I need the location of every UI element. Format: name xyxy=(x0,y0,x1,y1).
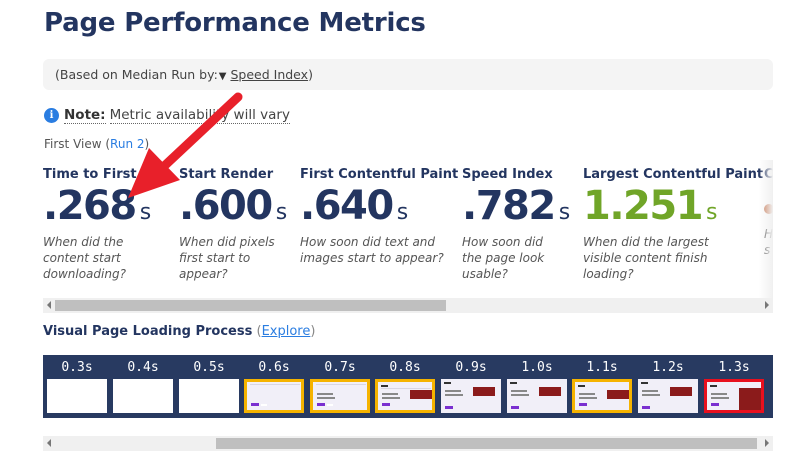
frame-time: 0.6s xyxy=(258,360,290,375)
open-paren: ( xyxy=(256,324,262,339)
metric-description: When did the largest visible content fin… xyxy=(583,235,709,281)
info-icon: i xyxy=(44,108,59,123)
close-paren: ) xyxy=(310,324,316,339)
metrics-carousel: Time to First B .268 s When did the cont… xyxy=(43,160,773,315)
metric-value: .600 xyxy=(179,183,273,229)
metric-unit: s xyxy=(558,200,571,225)
scrollbar-thumb[interactable] xyxy=(55,300,446,311)
frame-thumbnail[interactable] xyxy=(507,379,567,413)
first-view-text: First View ( xyxy=(44,137,111,151)
frame-time: 0.3s xyxy=(61,360,93,375)
metric-name: Time to First B xyxy=(43,167,152,182)
filmstrip: 0.3s 0.4s 0.5s 0.6s 0.7s 0.8s 0.9s 1.0s xyxy=(43,355,773,418)
metric-description: How soon did the page look usable? xyxy=(462,235,545,281)
frame-thumbnail[interactable] xyxy=(113,379,173,413)
metric-description: H s xyxy=(764,227,773,257)
metric-unit: s xyxy=(396,200,409,225)
metric-first-contentful-paint: First Contentful Paint .640 s How soon d… xyxy=(300,167,458,266)
filmstrip-frame[interactable]: 1.2s xyxy=(638,355,698,413)
filmstrip-frame[interactable]: 0.3s xyxy=(47,355,107,413)
scroll-right-arrow-icon[interactable] xyxy=(765,439,769,447)
metric-name: Speed Index xyxy=(462,167,553,182)
metric-value: .640 xyxy=(300,183,394,229)
filmstrip-frame[interactable]: 0.7s xyxy=(310,355,370,413)
filmstrip-frame[interactable]: 0.9s xyxy=(441,355,501,413)
frame-thumbnail[interactable] xyxy=(310,379,370,413)
metric-unit: s xyxy=(139,200,152,225)
frame-thumbnail[interactable] xyxy=(179,379,239,413)
scrollbar-thumb[interactable] xyxy=(216,438,757,449)
metric-name: Start Render xyxy=(179,167,274,182)
median-metric-dropdown[interactable]: Speed Index xyxy=(230,67,309,82)
section-heading: Visual Page Loading Process xyxy=(43,324,253,339)
metric-value: .268 xyxy=(43,183,137,229)
frame-thumbnail[interactable] xyxy=(47,379,107,413)
page-title: Page Performance Metrics xyxy=(44,8,426,38)
frame-time: 1.1s xyxy=(586,360,618,375)
metric-description: When did the content start downloading? xyxy=(43,235,126,281)
scroll-right-arrow-icon[interactable] xyxy=(765,301,769,309)
frame-time: 0.8s xyxy=(389,360,421,375)
filmstrip-frame[interactable]: 0.6s xyxy=(244,355,304,413)
metric-largest-contentful-paint: Largest Contentful Paint 1.251 s When di… xyxy=(583,167,763,282)
metric-description: How soon did text and images start to ap… xyxy=(300,235,444,265)
filmstrip-frame[interactable]: 1.0s xyxy=(507,355,567,413)
frame-time: 1.2s xyxy=(652,360,684,375)
metric-value-partial xyxy=(764,204,773,214)
frame-thumbnail[interactable] xyxy=(572,379,632,413)
metric-unit: s xyxy=(706,200,718,225)
note-label: Note: xyxy=(64,107,106,124)
frame-time: 0.5s xyxy=(193,360,225,375)
frame-time: 0.9s xyxy=(455,360,487,375)
scroll-left-arrow-icon[interactable] xyxy=(47,301,51,309)
filmstrip-frame[interactable]: 0.5s xyxy=(179,355,239,413)
filmstrip-horizontal-scrollbar[interactable] xyxy=(43,436,773,451)
frame-time: 1.0s xyxy=(521,360,553,375)
filmstrip-frame[interactable]: 1.1s xyxy=(572,355,632,413)
metric-unit: s xyxy=(275,200,288,225)
filmstrip-frame[interactable]: 0.4s xyxy=(113,355,173,413)
frame-thumbnail[interactable] xyxy=(704,379,764,413)
run-2-link[interactable]: Run 2 xyxy=(110,137,145,151)
metric-time-to-first-byte: Time to First B .268 s When did the cont… xyxy=(43,167,151,282)
metric-name: First Contentful Paint xyxy=(300,167,459,182)
metric-name: C xyxy=(764,167,773,182)
scroll-left-arrow-icon[interactable] xyxy=(47,439,51,447)
first-view-suffix: ) xyxy=(144,137,150,151)
metric-description: When did pixels first start to appear? xyxy=(179,235,275,281)
metric-name: Largest Contentful Paint xyxy=(583,167,764,182)
metric-value: 1.251 xyxy=(583,183,704,229)
metric-start-render: Start Render .600 s When did pixels firs… xyxy=(179,167,287,282)
metric-speed-index: Speed Index .782 s How soon did the page… xyxy=(462,167,570,282)
frame-time: 1.3s xyxy=(718,360,750,375)
filmstrip-frame[interactable]: 1.3s xyxy=(704,355,764,413)
metric-availability-note: i Note: Metric availability will vary xyxy=(44,107,290,124)
median-run-suffix: ) xyxy=(308,67,313,82)
frame-thumbnail[interactable] xyxy=(638,379,698,413)
visual-loading-title: Visual Page Loading Process (Explore) xyxy=(43,324,315,339)
frame-thumbnail[interactable] xyxy=(375,379,435,413)
metrics-horizontal-scrollbar[interactable] xyxy=(43,298,773,313)
median-run-selector: (Based on Median Run by:▼ Speed Index) xyxy=(43,59,773,90)
note-text[interactable]: Metric availability will vary xyxy=(109,107,290,124)
metric-value: .782 xyxy=(462,183,556,229)
frame-time: 0.4s xyxy=(127,360,159,375)
explore-link[interactable]: Explore xyxy=(261,324,311,339)
triangle-down-icon[interactable]: ▼ xyxy=(218,71,227,82)
frame-thumbnail[interactable] xyxy=(244,379,304,413)
frame-thumbnail[interactable] xyxy=(441,379,501,413)
metric-partial-next: C H s xyxy=(764,167,773,258)
first-view-label: First View (Run 2) xyxy=(44,137,149,151)
frame-time: 0.7s xyxy=(324,360,356,375)
filmstrip-frame[interactable]: 0.8s xyxy=(375,355,435,413)
median-run-prefix: (Based on Median Run by: xyxy=(55,67,218,82)
